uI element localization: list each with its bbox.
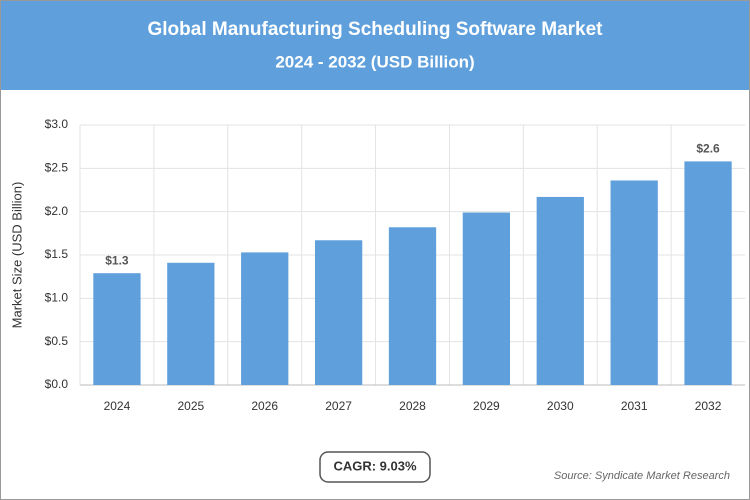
bar [462,212,511,385]
chart-subtitle: 2024 - 2032 (USD Billion) [275,52,474,71]
source-note: Source: Syndicate Market Research [554,470,730,482]
bar [610,180,658,385]
bar [388,227,437,385]
bar [167,262,215,385]
x-tick-label: 2029 [473,399,500,413]
y-axis-label: Market Size (USD Billion) [9,182,24,329]
x-tick-label: 2024 [104,399,131,413]
x-tick-label: 2027 [325,399,352,413]
cagr-box [319,451,431,483]
value-label: $2.6 [696,142,720,156]
chart-title: Global Manufacturing Scheduling Software… [148,19,604,40]
y-tick-label: $2.0 [45,204,69,218]
y-tick-label: $3.0 [45,117,69,131]
bar [241,252,289,385]
x-tick-label: 2026 [251,399,278,413]
y-tick-label: $0.0 [45,377,69,391]
y-tick-label: $2.5 [45,161,69,175]
bar [684,161,732,385]
x-tick-label: 2032 [695,399,722,413]
bar [93,273,141,385]
y-tick-label: $1.5 [45,247,69,261]
value-label: $1.3 [105,253,129,267]
x-tick-label: 2031 [621,399,648,413]
bar [314,240,363,385]
y-tick-label: $1.0 [45,291,69,305]
y-tick-label: $0.5 [45,334,69,348]
cagr-label: CAGR: 9.03% [333,458,417,473]
header-band [1,1,749,90]
x-tick-label: 2030 [547,399,574,413]
bar [536,196,584,385]
x-tick-label: 2028 [399,399,426,413]
x-tick-label: 2025 [177,399,204,413]
